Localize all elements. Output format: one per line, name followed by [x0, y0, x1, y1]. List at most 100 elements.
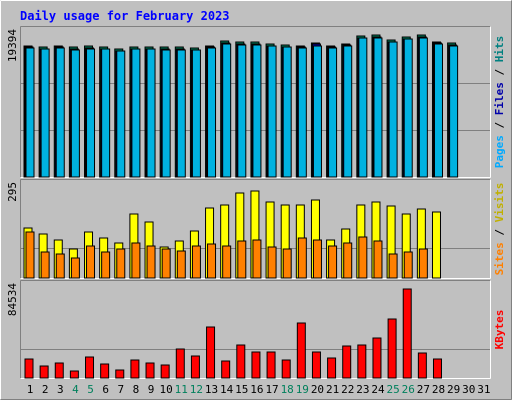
series-sites: [25, 231, 428, 279]
bar-pages-day-3: [55, 47, 65, 178]
bar-pages-day-19: [297, 47, 307, 178]
bar-kbytes-day-16: [251, 351, 261, 379]
axis-label-part: Hits: [493, 36, 506, 63]
axis-label-part: KBytes: [493, 310, 506, 350]
bar-sites-day-27: [418, 248, 428, 279]
y-max-label: 19394: [6, 29, 19, 62]
day-label-11: 11: [175, 383, 188, 396]
y-max-label: 295: [6, 182, 19, 202]
day-label-21: 21: [326, 383, 339, 396]
bar-sites-day-10: [161, 248, 171, 279]
bar-pages-day-13: [207, 47, 217, 178]
bar-kbytes-day-5: [85, 356, 95, 379]
axis-label-right: Pages / Files / Hits: [493, 36, 506, 169]
bar-sites-day-20: [312, 239, 322, 279]
bar-kbytes-day-13: [206, 326, 216, 379]
day-label-26: 26: [402, 383, 415, 396]
day-label-3: 3: [57, 383, 64, 396]
panel-kbytes: 84534 KBytes: [6, 280, 506, 379]
axis-label-part: /: [493, 115, 506, 135]
axis-label-right: Sites / Visits: [493, 183, 506, 276]
series-pages: [25, 37, 459, 178]
day-label-13: 13: [205, 383, 218, 396]
bar-sites-day-26: [403, 251, 413, 279]
bar-visits-day-28: [431, 211, 441, 279]
bar-kbytes-day-2: [39, 365, 49, 379]
bar-pages-day-23: [358, 37, 368, 178]
day-label-30: 30: [462, 383, 475, 396]
day-label-18: 18: [281, 383, 294, 396]
bar-sites-day-1: [25, 231, 35, 279]
day-label-9: 9: [148, 383, 155, 396]
bar-pages-day-9: [146, 48, 156, 178]
bar-sites-day-25: [388, 253, 398, 279]
bar-kbytes-day-15: [236, 344, 246, 379]
bar-kbytes-day-18: [281, 359, 291, 379]
day-label-29: 29: [447, 383, 460, 396]
day-label-23: 23: [356, 383, 369, 396]
day-label-19: 19: [296, 383, 309, 396]
bar-kbytes-day-3: [54, 362, 64, 379]
bar-kbytes-day-28: [432, 358, 442, 379]
bar-pages-day-18: [282, 46, 292, 178]
bar-sites-day-4: [70, 257, 80, 279]
bar-pages-day-1: [25, 47, 35, 178]
bar-pages-day-17: [267, 45, 277, 178]
bar-pages-day-14: [222, 43, 232, 178]
panel-hits-pages-files: 19394 Pages / Files / Hits: [6, 26, 506, 178]
bar-kbytes-day-1: [24, 358, 34, 379]
bar-pages-day-10: [161, 49, 171, 178]
bar-sites-day-7: [116, 248, 126, 279]
bar-kbytes-day-22: [342, 345, 352, 379]
bar-pages-day-29: [449, 45, 459, 178]
bar-sites-day-16: [252, 239, 262, 279]
series-kbytes: [24, 288, 442, 379]
bar-sites-day-8: [131, 242, 141, 279]
bar-kbytes-day-19: [296, 322, 306, 379]
day-label-27: 27: [417, 383, 430, 396]
bar-sites-day-17: [267, 246, 277, 279]
bar-sites-day-11: [176, 250, 186, 279]
day-label-5: 5: [87, 383, 94, 396]
bar-sites-day-9: [146, 245, 156, 279]
bar-kbytes-day-27: [417, 352, 427, 379]
bar-kbytes-day-10: [160, 364, 170, 379]
bar-pages-day-15: [237, 44, 247, 178]
day-label-14: 14: [220, 383, 234, 396]
bar-pages-day-24: [373, 37, 383, 178]
bar-kbytes-day-20: [311, 351, 321, 379]
day-label-15: 15: [235, 383, 248, 396]
bar-kbytes-day-4: [69, 370, 79, 379]
bar-pages-day-25: [388, 41, 398, 178]
bar-kbytes-day-26: [402, 288, 412, 379]
bar-pages-day-11: [176, 49, 186, 178]
bar-sites-day-13: [207, 243, 217, 279]
axis-label-right: KBytes: [493, 310, 506, 350]
axis-label-part: Files: [493, 82, 506, 115]
bar-pages-day-5: [86, 48, 96, 178]
bar-kbytes-day-11: [175, 348, 185, 379]
bar-pages-day-26: [403, 38, 413, 178]
day-label-12: 12: [190, 383, 203, 396]
x-axis-day-labels: 1 2 3 4 5 6 7 8 9 10 11 12 13 14 15 16 17 18 19 20 21 22 23 24 2…: [27, 383, 491, 396]
day-label-4: 4: [72, 383, 79, 396]
bar-sites-day-23: [358, 236, 368, 279]
bar-pages-day-12: [191, 49, 201, 178]
day-label-16: 16: [250, 383, 263, 396]
bar-sites-day-18: [282, 248, 292, 279]
bar-sites-day-22: [343, 242, 353, 279]
bar-kbytes-day-8: [130, 359, 140, 379]
axis-label-part: Sites: [493, 242, 506, 275]
bar-kbytes-day-25: [387, 318, 397, 379]
bar-pages-day-2: [40, 48, 50, 178]
bar-pages-day-28: [433, 43, 443, 178]
y-max-label: 84534: [6, 283, 19, 316]
bar-kbytes-day-6: [100, 363, 110, 379]
bar-pages-day-16: [252, 44, 262, 178]
bar-pages-day-4: [70, 49, 80, 178]
chart-title: Daily usage for February 2023: [20, 9, 230, 23]
day-label-10: 10: [160, 383, 173, 396]
bar-pages-day-27: [418, 37, 428, 178]
bar-sites-day-2: [40, 251, 50, 279]
